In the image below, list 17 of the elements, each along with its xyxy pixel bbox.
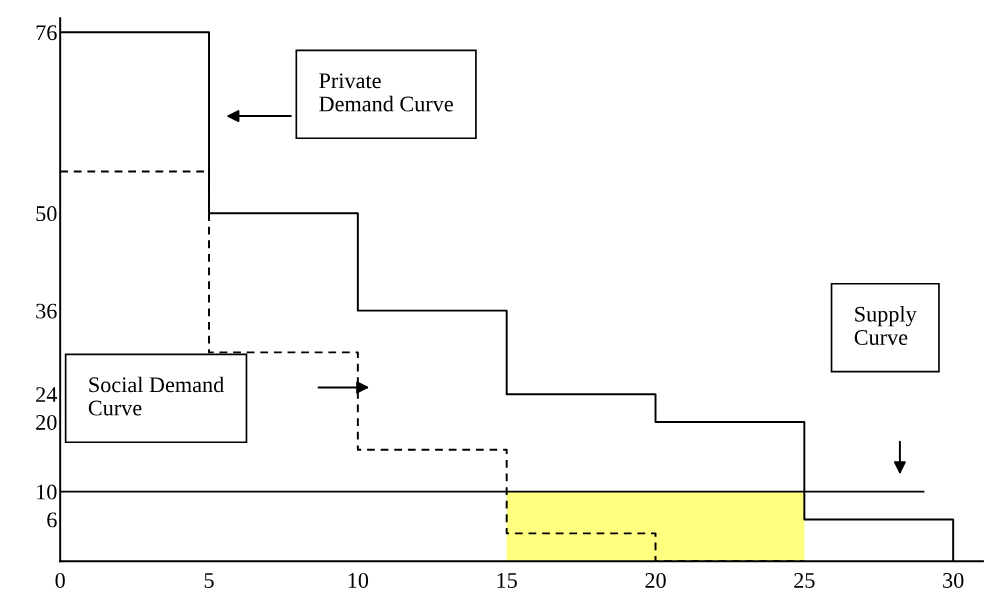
y-tick-label: 10 <box>37 484 57 500</box>
x-tick-label: 15 <box>497 573 517 588</box>
x-tick-label: 0 <box>55 572 65 588</box>
x-tick-label: 5 <box>204 573 214 588</box>
y-tick-label: 6 <box>47 512 57 528</box>
annotation: Social Demand Curve <box>88 376 224 416</box>
y-tick-label: 24 <box>36 387 58 402</box>
x-tick-label: 20 <box>645 572 666 588</box>
y-tick-label: 50 <box>36 206 57 222</box>
x-tick-label: 25 <box>794 573 815 588</box>
annotation: Private Demand Curve <box>319 73 453 112</box>
y-tick-label: 76 <box>36 25 57 41</box>
y-tick-label: 20 <box>36 414 57 430</box>
y-tick-label: 36 <box>36 303 57 319</box>
annotation: Supply Curve <box>854 306 917 345</box>
x-tick-label: 10 <box>348 572 369 588</box>
x-tick-label: 30 <box>943 572 964 588</box>
